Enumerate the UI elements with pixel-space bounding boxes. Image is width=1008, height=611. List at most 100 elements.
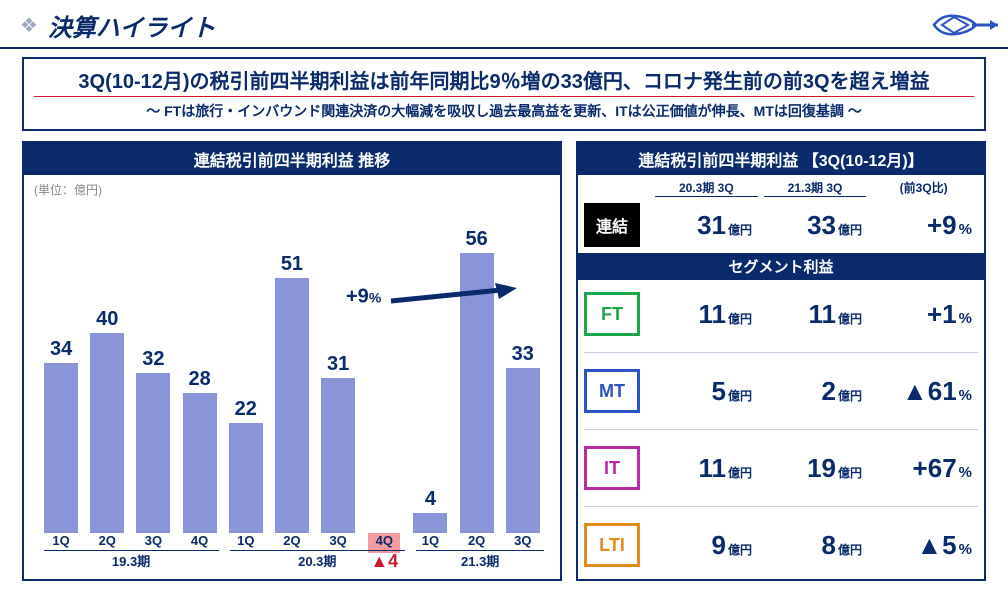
segment-badge-MT: MT — [584, 369, 640, 413]
col-header-1: 20.3期 3Q — [655, 179, 758, 197]
segment-badge-IT: IT — [584, 446, 640, 490]
header-rule — [0, 47, 1008, 49]
bar-rect — [90, 333, 124, 533]
consolidated-row: 連結 31億円 33億円 +9% — [578, 199, 984, 251]
bar-rect — [275, 278, 309, 533]
x-axis: 1Q 2Q 3Q 4Q 1Q 2Q 3Q 4Q 1Q 2Q 3Q 19.3期 20.3期 21.3期 — [38, 533, 546, 575]
callout-headline: 3Q(10-12月)の税引前四半期利益は前年同期比9％増の33億円、コロナ発生前… — [34, 65, 974, 97]
bar-9: 56 — [456, 228, 498, 533]
bar-rect — [136, 373, 170, 533]
callout-box: 3Q(10-12月)の税引前四半期利益は前年同期比9％増の33億円、コロナ発生前… — [22, 57, 986, 131]
bar-rect — [321, 378, 355, 533]
chart-panel: 連結税引前四半期利益 推移 (単位：億円) 34403228225131▲445… — [22, 141, 562, 581]
bar-value: 4 — [425, 488, 436, 511]
callout-subline: ～ FTは旅行・インバウンド関連決済の大幅減を吸収し過去最高益を更新、ITは公正… — [34, 101, 974, 121]
segment-row-IT: IT 11億円19億円+67% — [578, 442, 984, 494]
bar-value: 51 — [281, 253, 303, 276]
seg-IT-b: 19億円 — [758, 453, 868, 484]
segment-badge-LTI: LTI — [584, 523, 640, 567]
bar-3: 28 — [179, 368, 221, 533]
chart-unit: (単位：億円) — [34, 181, 102, 198]
bar-value: 34 — [50, 338, 72, 361]
bar-8: 4 — [409, 488, 451, 533]
seg-FT-chg: +1% — [868, 299, 978, 330]
bar-0: 34 — [40, 338, 82, 533]
q-label: 3Q — [132, 533, 174, 548]
bar-5: 51 — [271, 253, 313, 533]
q-label: 2Q — [271, 533, 313, 548]
bar-4: 22 — [225, 398, 267, 533]
cons-val-b: 33億円 — [758, 210, 868, 241]
table-panel: 連結税引前四半期利益 【3Q(10-12月)】 20.3期 3Q 21.3期 3… — [576, 141, 986, 581]
bars-area: 34403228225131▲445633 — [38, 213, 546, 533]
seg-LTI-a: 9億円 — [648, 530, 758, 561]
segment-title: セグメント利益 — [578, 253, 984, 280]
seg-MT-a: 5億円 — [648, 376, 758, 407]
q-label: 3Q — [317, 533, 359, 548]
table-col-headers: 20.3期 3Q 21.3期 3Q (前3Q比) — [578, 175, 984, 199]
content-row: 連結税引前四半期利益 推移 (単位：億円) 34403228225131▲445… — [0, 141, 1008, 581]
segment-row-LTI: LTI 9億円8億円▲5% — [578, 519, 984, 571]
bar-value: 56 — [466, 228, 488, 251]
seg-MT-b: 2億円 — [758, 376, 868, 407]
seg-IT-a: 11億円 — [648, 453, 758, 484]
segment-divider — [584, 429, 978, 430]
segment-row-FT: FT11億円11億円+1% — [578, 288, 984, 340]
chart-title: 連結税引前四半期利益 推移 — [24, 143, 560, 175]
arrow-icon — [389, 283, 519, 311]
period-19.3期: 19.3期 — [44, 550, 219, 570]
bar-rect — [413, 513, 447, 533]
seg-FT-b: 11億円 — [758, 299, 868, 330]
dg-logo-icon — [932, 10, 1002, 40]
segment-row-MT: MT 5億円2億円▲61% — [578, 365, 984, 417]
annotation-suffix: % — [369, 289, 381, 305]
bar-value: 31 — [327, 353, 349, 376]
seg-MT-chg: ▲61% — [868, 376, 978, 407]
q-label: 2Q — [456, 533, 498, 548]
segment-divider — [584, 352, 978, 353]
q-label: 4Q — [363, 533, 405, 548]
bar-value: 28 — [188, 368, 210, 391]
bar-2: 32 — [132, 348, 174, 533]
seg-LTI-b: 8億円 — [758, 530, 868, 561]
q-label: 2Q — [86, 533, 128, 548]
annotation-value: +9 — [346, 285, 369, 307]
q-label: 1Q — [409, 533, 451, 548]
chart-body: (単位：億円) 34403228225131▲445633 +9% 1Q2Q3Q… — [24, 175, 560, 579]
bar-rect — [44, 363, 78, 533]
q-label: 4Q — [179, 533, 221, 548]
q-label: 3Q — [502, 533, 544, 548]
seg-IT-chg: +67% — [868, 453, 978, 484]
seg-FT-a: 11億円 — [648, 299, 758, 330]
bar-rect — [506, 368, 540, 533]
page-header: ❖ 決算ハイライト — [0, 0, 1008, 47]
segment-divider — [584, 506, 978, 507]
bar-value: 32 — [142, 348, 164, 371]
seg-LTI-chg: ▲5% — [868, 530, 978, 561]
segment-badge-FT: FT — [584, 292, 640, 336]
bar-value: 40 — [96, 308, 118, 331]
q-label: 1Q — [40, 533, 82, 548]
quarter-labels: 1Q 2Q 3Q 4Q 1Q 2Q 3Q 4Q 1Q 2Q 3Q — [38, 533, 546, 548]
bar-value: 33 — [512, 343, 534, 366]
bar-rect — [183, 393, 217, 533]
bar-value: 22 — [235, 398, 257, 421]
q-label: 1Q — [225, 533, 267, 548]
cons-val-a: 31億円 — [648, 210, 758, 241]
chart-annotation: +9% — [346, 283, 519, 311]
bar-1: 40 — [86, 308, 128, 533]
table-title: 連結税引前四半期利益 【3Q(10-12月)】 — [578, 143, 984, 175]
bullet-icon: ❖ — [20, 13, 38, 38]
col-header-2: 21.3期 3Q — [764, 179, 867, 197]
bar-10: 33 — [502, 343, 544, 533]
bar-rect — [229, 423, 263, 533]
cons-change: +9% — [868, 210, 978, 241]
consolidated-badge: 連結 — [584, 203, 640, 247]
period-21.3期: 21.3期 — [416, 550, 544, 570]
bar-6: 31 — [317, 353, 359, 533]
period-labels: 19.3期 20.3期 21.3期 — [38, 550, 546, 570]
period-20.3期: 20.3期 — [230, 550, 405, 570]
segment-rows: FT11億円11億円+1%MT5億円2億円▲61%IT11億円19億円+67%L… — [578, 280, 984, 579]
col-header-3: (前3Q比) — [872, 179, 975, 197]
page-title: 決算ハイライト — [48, 8, 216, 43]
